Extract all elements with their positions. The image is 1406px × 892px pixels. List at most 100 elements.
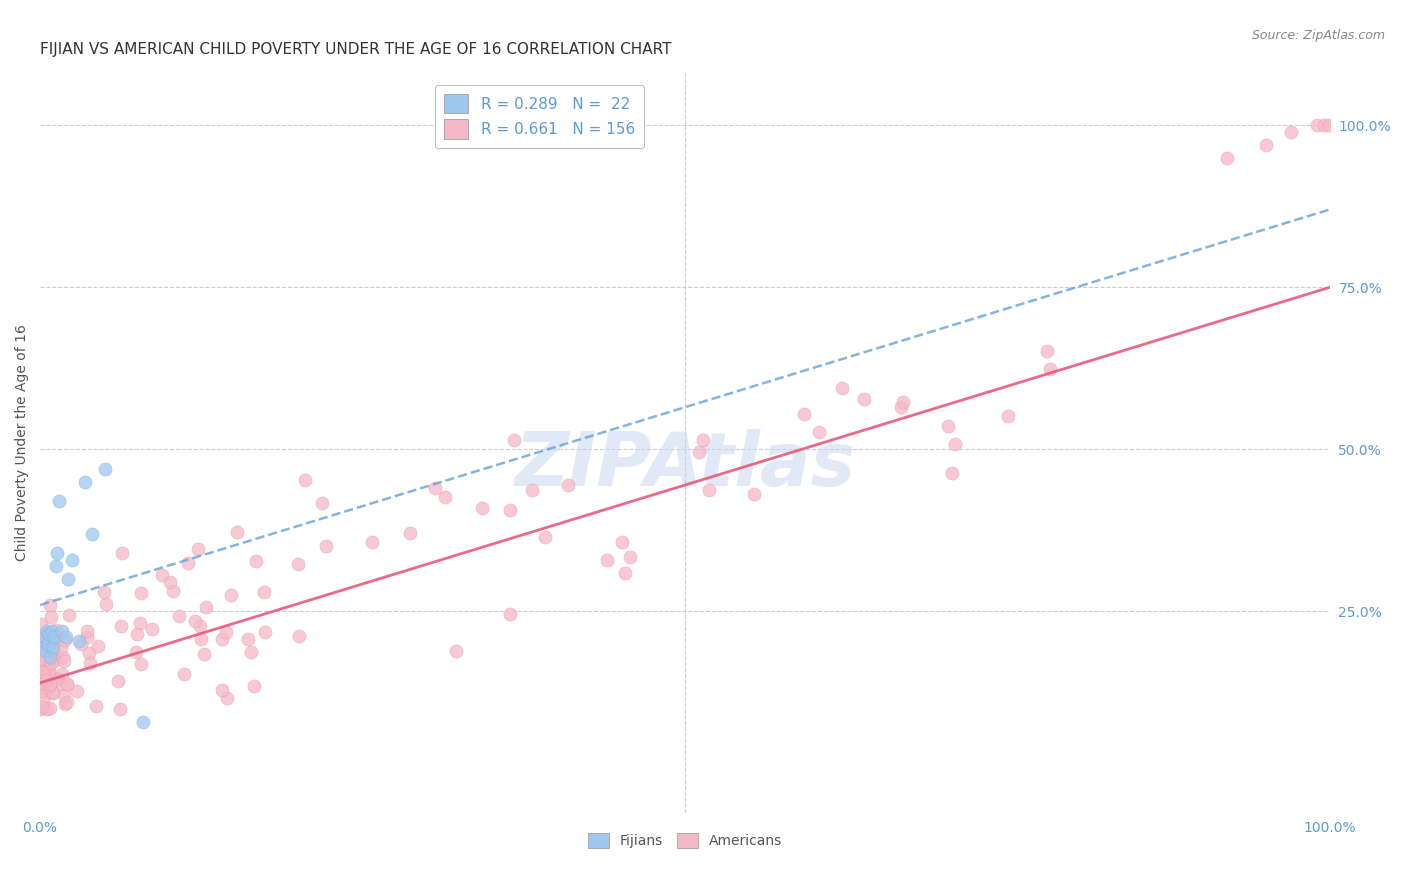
Point bbox=[35, 632, 58, 646]
Point bbox=[167, 608, 190, 623]
Point bbox=[84, 698, 107, 713]
Point bbox=[52, 689, 75, 703]
Point bbox=[294, 473, 316, 487]
Point bbox=[499, 503, 522, 517]
Point bbox=[360, 534, 382, 549]
Point bbox=[610, 534, 633, 549]
Point bbox=[190, 632, 212, 646]
Point bbox=[30, 676, 52, 690]
Point bbox=[499, 607, 522, 622]
Point bbox=[471, 500, 494, 515]
Point bbox=[41, 634, 63, 648]
Point bbox=[239, 645, 262, 659]
Text: FIJIAN VS AMERICAN CHILD POVERTY UNDER THE AGE OF 16 CORRELATION CHART: FIJIAN VS AMERICAN CHILD POVERTY UNDER T… bbox=[41, 42, 672, 57]
Legend: Fijians, Americans: Fijians, Americans bbox=[582, 827, 787, 854]
Point bbox=[56, 677, 79, 691]
Point bbox=[184, 614, 207, 628]
Point bbox=[34, 647, 56, 661]
Point bbox=[39, 610, 62, 624]
Point bbox=[398, 525, 420, 540]
Point bbox=[534, 530, 557, 544]
Point bbox=[245, 554, 267, 568]
Point bbox=[132, 714, 155, 729]
Point bbox=[125, 627, 148, 641]
Point bbox=[125, 645, 148, 659]
Point bbox=[503, 433, 526, 447]
Point bbox=[187, 541, 209, 556]
Point bbox=[52, 655, 75, 669]
Point bbox=[162, 584, 184, 599]
Point bbox=[30, 684, 52, 698]
Point bbox=[37, 637, 59, 651]
Point bbox=[46, 673, 69, 687]
Point bbox=[37, 664, 59, 678]
Point bbox=[793, 407, 815, 421]
Point bbox=[60, 552, 83, 566]
Point bbox=[30, 665, 52, 679]
Point bbox=[35, 702, 58, 716]
Point bbox=[619, 550, 641, 565]
Point bbox=[30, 702, 52, 716]
Point bbox=[38, 627, 60, 641]
Point bbox=[108, 702, 131, 716]
Point bbox=[938, 419, 960, 434]
Point bbox=[49, 676, 72, 690]
Point bbox=[70, 637, 93, 651]
Point bbox=[110, 619, 132, 633]
Point bbox=[243, 679, 266, 693]
Point bbox=[214, 624, 236, 639]
Y-axis label: Child Poverty Under the Age of 16: Child Poverty Under the Age of 16 bbox=[15, 325, 30, 561]
Point bbox=[31, 637, 53, 651]
Point bbox=[688, 444, 710, 458]
Point bbox=[107, 674, 129, 689]
Point bbox=[1312, 118, 1334, 132]
Point bbox=[53, 632, 76, 647]
Point bbox=[41, 685, 63, 699]
Point bbox=[45, 559, 67, 574]
Point bbox=[891, 395, 914, 409]
Point bbox=[35, 660, 58, 674]
Text: ZIPAtlas: ZIPAtlas bbox=[515, 428, 856, 501]
Point bbox=[41, 624, 63, 638]
Point bbox=[42, 686, 65, 700]
Point bbox=[32, 681, 55, 696]
Point bbox=[315, 540, 337, 554]
Point bbox=[38, 628, 60, 642]
Point bbox=[34, 630, 56, 644]
Point bbox=[211, 632, 233, 647]
Point bbox=[35, 685, 58, 699]
Point bbox=[30, 652, 52, 666]
Point bbox=[79, 656, 101, 670]
Point bbox=[30, 672, 52, 686]
Point bbox=[219, 588, 242, 602]
Point bbox=[226, 524, 249, 539]
Point bbox=[38, 665, 60, 680]
Point bbox=[831, 381, 853, 395]
Point bbox=[52, 650, 75, 665]
Point bbox=[45, 546, 67, 560]
Point bbox=[55, 697, 77, 711]
Point bbox=[56, 695, 79, 709]
Point bbox=[41, 628, 63, 642]
Point bbox=[39, 677, 62, 691]
Point bbox=[35, 624, 58, 638]
Point bbox=[287, 557, 309, 571]
Point bbox=[42, 671, 65, 685]
Point bbox=[58, 608, 80, 623]
Point bbox=[32, 631, 55, 645]
Point bbox=[39, 701, 62, 715]
Point bbox=[128, 616, 150, 631]
Point bbox=[1035, 343, 1057, 358]
Point bbox=[159, 575, 181, 590]
Point bbox=[311, 496, 333, 510]
Point bbox=[76, 630, 98, 644]
Point bbox=[38, 648, 60, 662]
Point bbox=[35, 681, 58, 696]
Point bbox=[44, 631, 66, 645]
Point bbox=[41, 643, 63, 657]
Point bbox=[51, 640, 73, 654]
Point bbox=[34, 678, 56, 692]
Point bbox=[75, 475, 97, 489]
Point bbox=[39, 673, 62, 687]
Point bbox=[129, 586, 152, 600]
